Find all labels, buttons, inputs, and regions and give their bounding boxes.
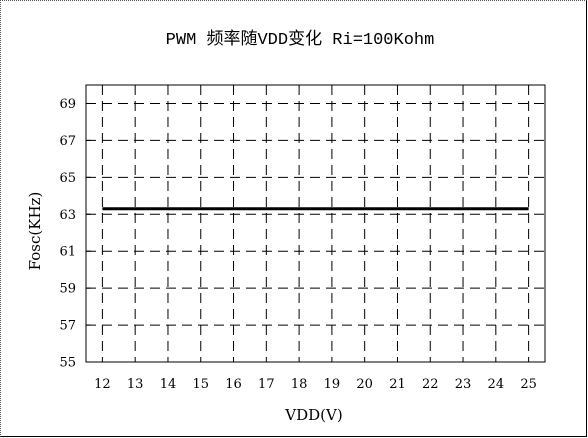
x-tick-label: 15 [192, 377, 209, 392]
y-tick-label: 65 [59, 171, 76, 186]
x-tick-label: 21 [389, 377, 406, 392]
x-tick-label: 14 [160, 377, 177, 392]
x-tick-label: 20 [356, 377, 373, 392]
y-axis-ticks: 55 57 59 61 63 65 67 69 [59, 97, 91, 371]
y-tick-label: 69 [59, 97, 76, 112]
chart-grid [86, 85, 545, 362]
y-tick-label: 61 [59, 245, 76, 260]
x-tick-label: 16 [225, 377, 242, 392]
x-tick-label: 25 [520, 377, 537, 392]
y-tick-label: 55 [59, 356, 76, 371]
y-tick-label: 59 [59, 282, 76, 297]
x-tick-label: 24 [488, 377, 505, 392]
x-tick-label: 17 [258, 377, 275, 392]
y-tick-label: 63 [59, 208, 76, 223]
y-tick-label: 67 [59, 134, 76, 149]
x-tick-label: 22 [422, 377, 439, 392]
x-axis-ticks: 12 13 14 15 16 17 18 19 20 21 22 23 24 25 [94, 377, 537, 392]
plot-area-border [85, 84, 546, 363]
x-tick-label: 19 [324, 377, 341, 392]
x-axis-label: VDD(V) [284, 406, 342, 424]
y-tick-label: 57 [59, 319, 76, 334]
y-axis-label: Fosc(KHz) [26, 192, 44, 271]
x-tick-label: 18 [291, 377, 308, 392]
x-tick-label: 23 [455, 377, 472, 392]
x-tick-label: 13 [127, 377, 144, 392]
chart-title: PWM 频率随VDD变化 Ri=100Kohm [166, 29, 435, 50]
x-tick-label: 12 [94, 377, 111, 392]
